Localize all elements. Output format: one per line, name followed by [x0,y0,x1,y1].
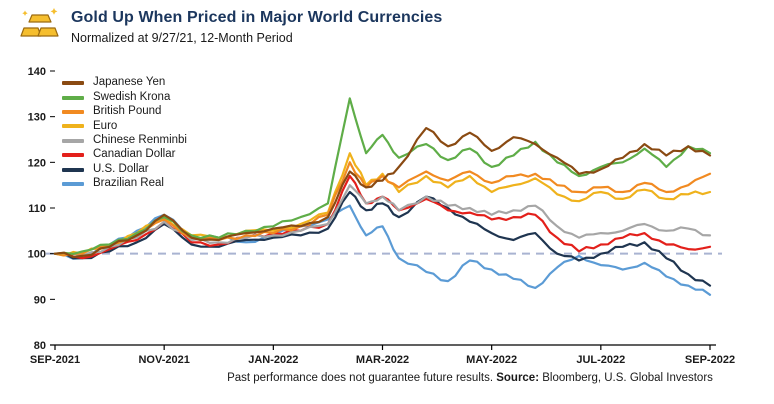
y-tick-label: 110 [28,203,46,215]
legend-label: Brazilian Real [93,177,164,190]
y-tick-label: 140 [28,66,46,78]
legend-swatch [62,138,84,143]
legend-label: Swedish Krona [93,90,171,103]
legend-label: U.S. Dollar [93,162,149,175]
x-tick-label: SEP-2022 [685,354,735,366]
legend-item: Swedish Krona [62,90,187,104]
legend-item: Euro [62,119,187,133]
legend-swatch [62,95,84,100]
legend-swatch [62,124,84,129]
legend-swatch [62,181,84,186]
legend-label: Chinese Renminbi [93,134,187,146]
page-subtitle: Normalized at 9/27/21, 12-Month Period [71,31,293,45]
legend: Japanese Yen Swedish Krona British Pound Eu… [62,76,187,191]
legend-swatch [62,153,84,158]
source-value: Bloomberg, U.S. Global Investors [542,372,713,384]
series-line-u-s-dollar [53,190,712,287]
gold-bars-icon [20,8,59,37]
y-tick-label: 120 [28,157,46,169]
sparkle-icon [22,10,28,16]
x-tick-label: MAY-2022 [466,354,517,366]
x-tick-label: JUL-2022 [576,354,625,366]
footer-disclaimer: Past performance does not guarantee futu… [172,372,768,384]
legend-item: Canadian Dollar [62,148,187,162]
x-tick-label: NOV-2021 [138,354,189,366]
legend-item: Japanese Yen [62,76,187,90]
sparkle-icon [50,8,58,15]
chart-header: Gold Up When Priced in Major World Curre… [20,7,442,45]
x-tick-label: JAN-2022 [248,354,298,366]
legend-item: Brazilian Real [62,177,187,191]
series-line-british-pound [53,161,712,257]
titles-block: Gold Up When Priced in Major World Curre… [71,7,442,45]
legend-label: Euro [93,119,118,132]
legend-swatch [62,81,84,86]
series-line-japanese-yen [53,127,712,259]
legend-label: British Pound [93,105,162,118]
legend-item: British Pound [62,105,187,119]
x-tick-label: MAR-2022 [356,354,409,366]
disclaimer-text: Past performance does not guarantee futu… [227,372,494,384]
legend-swatch [62,109,84,114]
source-label: Source: [496,372,540,384]
y-tick-label: 80 [34,340,46,352]
y-tick-label: 130 [28,112,46,124]
y-tick-label: 90 [34,294,46,306]
legend-item: Chinese Renminbi [62,134,187,148]
legend-swatch [62,167,84,172]
legend-item: U.S. Dollar [62,162,187,176]
legend-label: Japanese Yen [93,76,166,89]
page-title: Gold Up When Priced in Major World Curre… [71,9,443,26]
legend-label: Canadian Dollar [93,148,176,161]
x-tick-label: SEP-2021 [30,354,80,366]
y-tick-label: 100 [28,249,46,261]
